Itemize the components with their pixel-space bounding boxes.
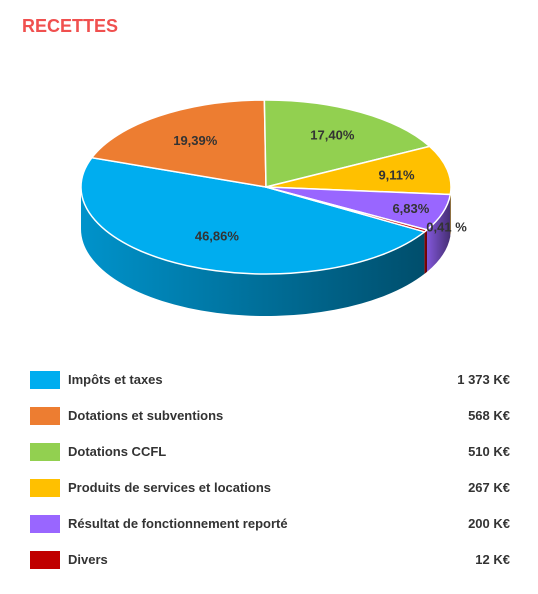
pie-slice-2: [263, 99, 432, 188]
legend-amount: 568 K€: [468, 408, 510, 423]
pie-slice-1: [90, 99, 267, 188]
pie-slice-3: [265, 145, 452, 196]
pie-side-5: [424, 229, 427, 274]
legend-label: Produits de services et locations: [68, 480, 272, 495]
legend-amount: 267 K€: [468, 480, 510, 495]
pie-labels: 46,86% 19,39% 17,40% 9,11% 6,83% 0,41 %: [173, 128, 467, 244]
pie-slice-0: [80, 156, 427, 275]
legend-label: Divers: [68, 552, 108, 567]
legend-item: Divers 12 K€: [30, 542, 510, 578]
legend-label: Impôts et taxes: [68, 372, 163, 387]
pie-side-3: [450, 187, 451, 237]
legend-label: Résultat de fonctionnement reporté: [68, 516, 288, 531]
slice-label-2: 17,40%: [310, 128, 355, 143]
legend-item: Résultat de fonctionnement reporté 200 K€: [30, 506, 510, 542]
legend-swatch: [30, 371, 60, 389]
chart-title: RECETTES: [22, 16, 119, 36]
slice-label-1: 19,39%: [173, 133, 218, 148]
legend-label: Dotations et subventions: [68, 408, 224, 423]
pie-slice-5: [265, 186, 429, 233]
pie-top: [80, 99, 452, 275]
slice-label-4: 6,83%: [392, 201, 429, 216]
legend-amount: 1 373 K€: [457, 372, 510, 387]
legend-swatch: [30, 551, 60, 569]
legend-swatch: [30, 443, 60, 461]
slice-label-5: 0,41 %: [426, 220, 467, 235]
legend-item: Dotations CCFL 510 K€: [30, 434, 510, 470]
legend-item: Impôts et taxes 1 373 K€: [30, 362, 510, 398]
pie-side-0: [81, 187, 425, 317]
legend-label: Dotations CCFL: [68, 444, 167, 459]
legend-amount: 200 K€: [468, 516, 510, 531]
legend-item: Dotations et subventions 568 K€: [30, 398, 510, 434]
legend-amount: 510 K€: [468, 444, 510, 459]
legend: Impôts et taxes 1 373 K€ Dotations et subv…: [30, 362, 510, 578]
slice-label-0: 46,86%: [195, 229, 240, 244]
slice-label-3: 9,11%: [378, 168, 415, 183]
legend-item: Produits de services et locations 267 K€: [30, 470, 510, 506]
legend-swatch: [30, 515, 60, 533]
pie-sides: [81, 187, 451, 317]
legend-swatch: [30, 407, 60, 425]
legend-amount: 12 K€: [475, 552, 510, 567]
legend-swatch: [30, 479, 60, 497]
pie-side-4: [426, 194, 451, 272]
pie-chart: 46,86% 19,39% 17,40% 9,11% 6,83% 0,41 %: [80, 99, 467, 317]
